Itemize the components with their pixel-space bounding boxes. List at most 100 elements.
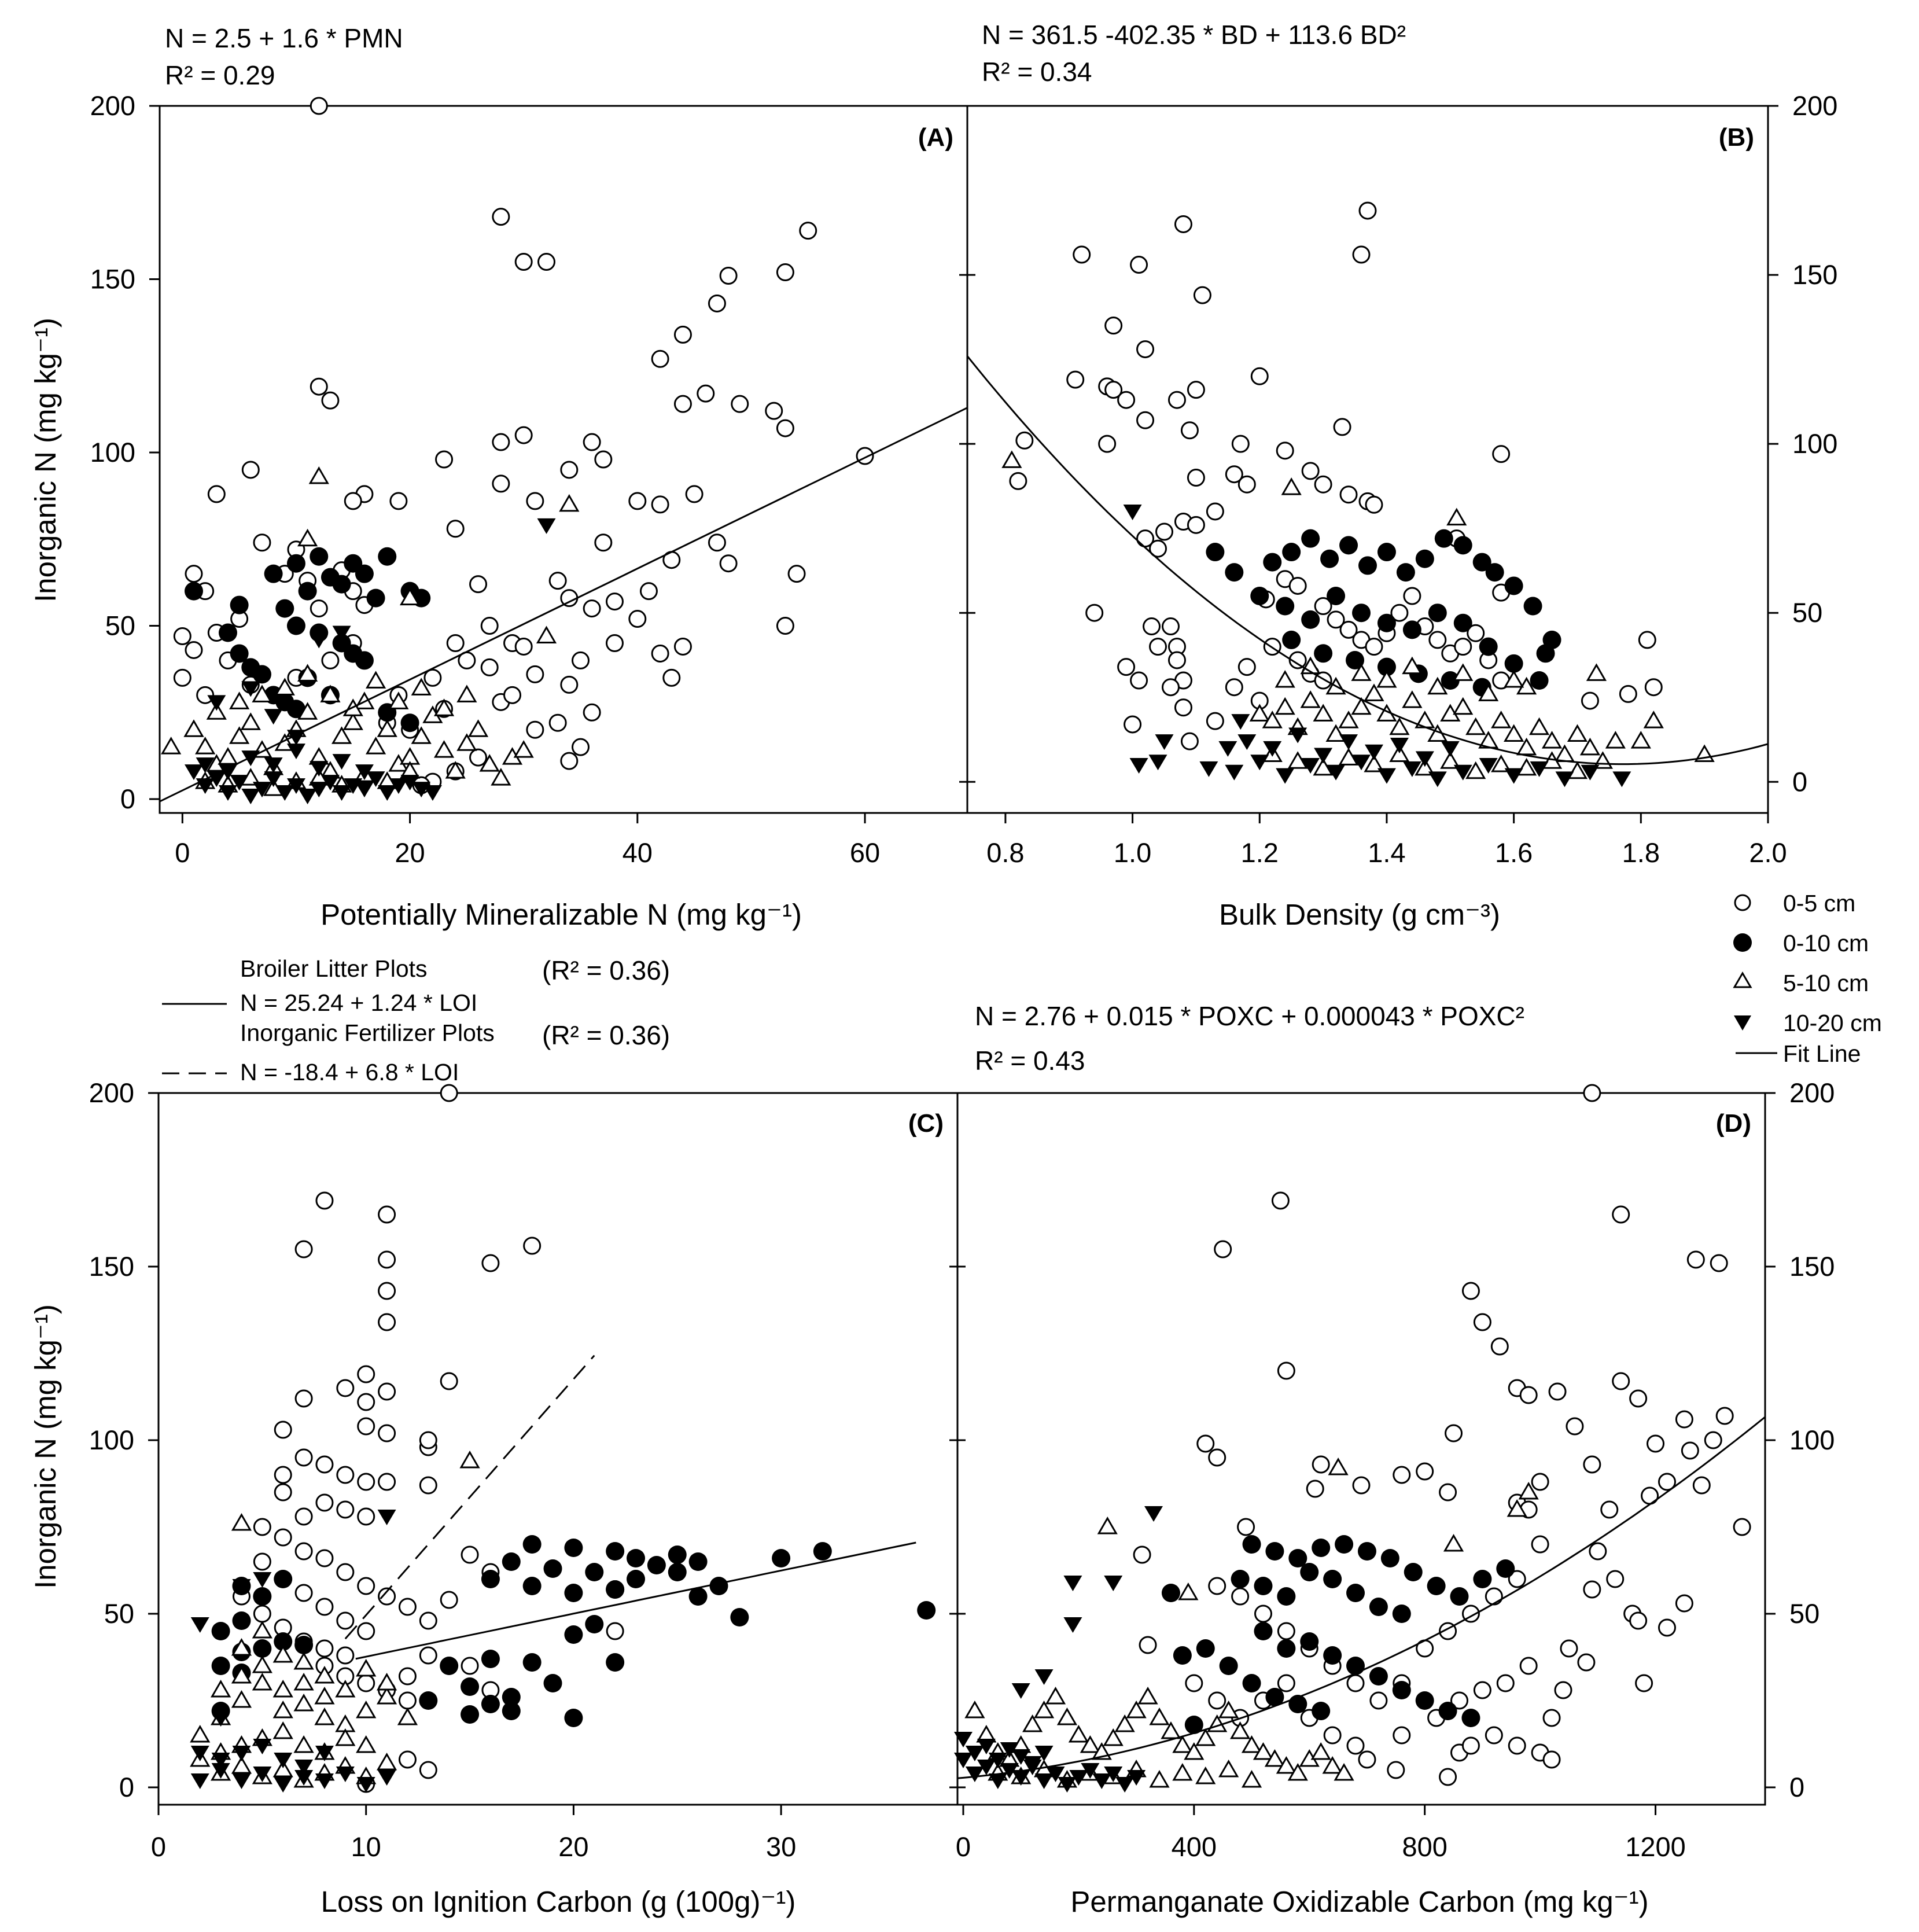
data-point-filled-circle <box>1300 1563 1319 1581</box>
data-point-filled-circle <box>564 1584 583 1602</box>
data-point-filled-circle <box>275 599 294 618</box>
x-tick-label: 0.8 <box>986 837 1024 868</box>
data-point-open-triangle <box>1310 1742 1331 1760</box>
data-point-open-triangle <box>272 1679 293 1698</box>
data-point-open-triangle <box>459 1450 480 1469</box>
data-point-open-circle <box>1352 245 1371 264</box>
data-point-filled-triangle <box>252 782 271 798</box>
data-point-filled-triangle <box>1011 1683 1030 1699</box>
panel-c-axes: 0 10 20 30 0 50 100 150 200 <box>89 1077 797 1862</box>
data-point-open-circle <box>799 222 817 240</box>
data-point-filled-circle <box>502 1688 521 1706</box>
data-point-open-circle <box>1180 421 1199 440</box>
data-point-open-triangle <box>1184 1742 1205 1760</box>
data-point-filled-circle <box>1441 671 1460 690</box>
data-point-open-triangle <box>964 1700 985 1718</box>
data-point-open-circle <box>1117 391 1136 409</box>
data-point-open-circle <box>398 1750 417 1769</box>
data-point-open-circle <box>1133 1545 1151 1564</box>
data-point-open-triangle <box>433 698 455 716</box>
data-point-open-triangle <box>1080 1735 1100 1753</box>
data-point-open-triangle <box>1281 477 1302 495</box>
data-point-open-circle <box>185 565 203 583</box>
data-point-filled-circle <box>606 1542 625 1561</box>
data-point-open-circle <box>446 634 465 652</box>
data-point-open-triangle <box>1427 676 1448 695</box>
data-point-open-triangle <box>1504 724 1524 742</box>
data-point-filled-triangle <box>294 1760 314 1775</box>
data-point-open-triangle <box>1518 1481 1539 1500</box>
data-point-open-circle <box>1130 671 1148 690</box>
data-point-open-triangle <box>1045 1686 1066 1705</box>
data-point-open-circle <box>1339 485 1358 504</box>
panel-b: N = 361.5 -402.35 * BD + 113.6 BD² R² = … <box>959 20 1837 931</box>
data-point-open-circle <box>765 402 783 420</box>
data-point-filled-circle <box>564 1625 583 1644</box>
data-point-filled-triangle <box>1063 1576 1082 1591</box>
data-point-open-triangle <box>388 691 409 709</box>
data-point-open-triangle <box>231 1690 252 1708</box>
data-point-open-circle <box>1323 1726 1342 1745</box>
data-point-open-triangle <box>1465 761 1486 779</box>
panel-b-x-title: Bulk Density (g cm⁻³) <box>1219 898 1500 931</box>
data-point-open-circle <box>274 1421 292 1439</box>
data-point-filled-triangle <box>356 1777 375 1793</box>
data-point-open-circle <box>1254 1605 1272 1623</box>
data-point-open-circle <box>469 575 488 594</box>
data-point-open-triangle <box>1241 1735 1262 1753</box>
data-point-open-circle <box>1187 516 1205 534</box>
data-point-open-circle <box>1365 495 1383 514</box>
data-point-filled-triangle <box>1250 755 1269 771</box>
data-point-open-triangle <box>1567 761 1588 779</box>
data-point-open-circle <box>685 485 703 503</box>
data-point-open-circle <box>583 599 601 618</box>
data-point-open-circle <box>173 668 191 687</box>
data-point-filled-triangle <box>298 789 317 805</box>
data-point-open-circle <box>1136 411 1155 429</box>
data-point-filled-circle <box>211 1622 230 1640</box>
data-point-open-circle <box>708 533 726 552</box>
data-point-filled-circle <box>730 1608 749 1626</box>
data-point-open-triangle <box>536 625 557 643</box>
data-point-open-triangle <box>376 1752 397 1771</box>
data-point-open-circle <box>514 426 533 444</box>
data-point-filled-circle <box>1377 613 1396 632</box>
data-point-filled-triangle <box>310 761 329 777</box>
data-point-open-circle <box>1583 1455 1601 1474</box>
data-point-open-circle <box>673 325 692 344</box>
data-point-open-circle <box>1686 1250 1705 1269</box>
data-point-open-circle <box>446 520 465 538</box>
data-point-filled-triangle <box>1301 758 1320 774</box>
legend-item-0-10cm: 0-10 cm <box>1733 930 1869 956</box>
panel-c-label: (C) <box>908 1109 944 1138</box>
data-point-open-triangle <box>1516 737 1537 756</box>
data-point-filled-circle <box>481 1695 500 1713</box>
data-point-open-triangle <box>1068 1724 1089 1743</box>
data-point-open-circle <box>1490 1337 1509 1356</box>
data-point-open-circle <box>310 599 328 618</box>
data-point-open-circle <box>310 97 328 115</box>
data-point-open-circle <box>1073 245 1091 264</box>
data-point-open-circle <box>378 1313 396 1331</box>
data-point-filled-triangle <box>294 1770 314 1786</box>
data-point-filled-triangle <box>286 744 305 760</box>
data-point-open-circle <box>605 593 624 611</box>
data-point-open-triangle <box>365 671 386 689</box>
panel-d-label: (D) <box>1716 1109 1751 1138</box>
data-point-open-circle <box>548 713 567 732</box>
data-point-open-circle <box>480 617 499 635</box>
data-point-filled-circle <box>264 564 283 583</box>
x-tick-label: 10 <box>351 1831 381 1862</box>
data-point-open-triangle <box>467 719 489 737</box>
data-point-filled-triangle <box>1237 734 1257 750</box>
data-point-filled-circle <box>184 582 203 601</box>
y-tick-label: 100 <box>1789 1425 1835 1455</box>
data-point-open-circle <box>1312 1455 1330 1474</box>
data-point-open-triangle <box>1389 744 1410 763</box>
data-point-open-circle <box>315 1455 334 1474</box>
data-point-open-circle <box>1675 1594 1693 1613</box>
x-tick-label: 1.2 <box>1241 837 1279 868</box>
data-point-open-circle <box>1704 1431 1722 1449</box>
data-point-filled-triangle <box>537 518 556 534</box>
data-point-filled-circle <box>1301 610 1320 629</box>
